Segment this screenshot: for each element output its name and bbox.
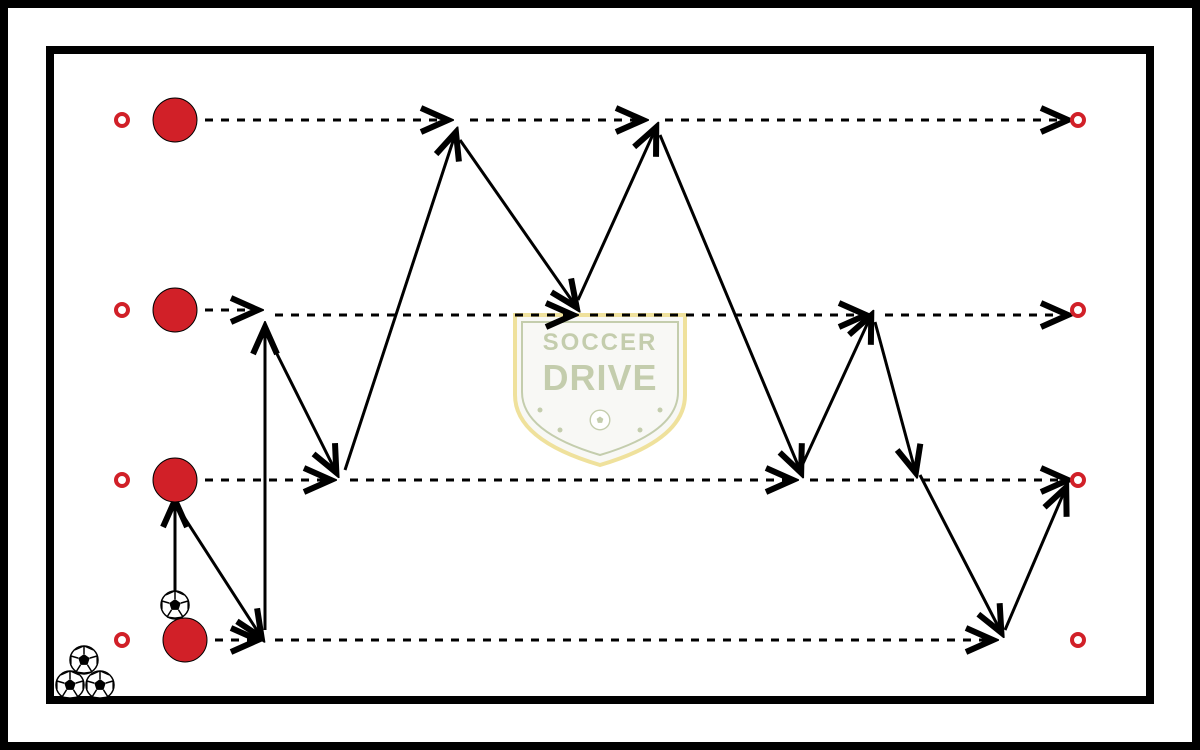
svg-text:SOCCER: SOCCER xyxy=(543,329,658,356)
soccer-ball-icon xyxy=(161,591,189,620)
player-marker xyxy=(153,458,197,502)
player-marker xyxy=(153,98,197,142)
watermark-logo: SOCCERDRIVE xyxy=(515,315,685,465)
svg-text:DRIVE: DRIVE xyxy=(542,357,657,398)
cone-marker xyxy=(1072,474,1084,486)
cone-marker xyxy=(116,114,128,126)
soccer-ball-icon xyxy=(56,671,84,700)
cone-marker xyxy=(116,304,128,316)
soccer-ball-icon xyxy=(70,646,98,675)
cone-marker xyxy=(1072,634,1084,646)
cones-right xyxy=(1072,114,1084,646)
player-marker xyxy=(163,618,207,662)
players xyxy=(153,98,207,662)
drill-diagram: SOCCERDRIVE xyxy=(0,0,1200,750)
soccer-ball-icon xyxy=(86,671,114,700)
player-marker xyxy=(153,288,197,332)
cone-marker xyxy=(1072,114,1084,126)
cone-marker xyxy=(116,634,128,646)
cone-marker xyxy=(1072,304,1084,316)
cone-marker xyxy=(116,474,128,486)
cones-left xyxy=(116,114,128,646)
